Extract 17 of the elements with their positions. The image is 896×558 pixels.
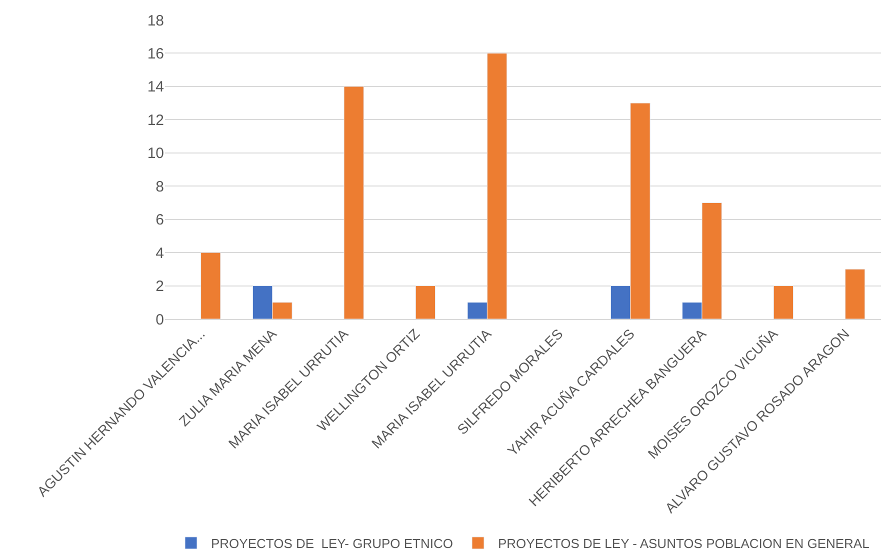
- bar: [344, 86, 364, 319]
- y-tick-label: 6: [156, 212, 164, 229]
- bar: [773, 286, 794, 319]
- y-tick-label: 0: [156, 311, 164, 328]
- legend-label: PROYECTOS DE LEY - ASUNTOS POBLACION EN GENERAL: [498, 536, 870, 552]
- bar: [200, 252, 221, 319]
- y-tick-label: 12: [147, 112, 164, 129]
- y-tick-label: 4: [156, 244, 164, 262]
- y-tick-label: 8: [156, 178, 164, 196]
- bar: [844, 268, 866, 319]
- bar: [415, 286, 436, 319]
- y-tick-label: 2: [156, 278, 164, 296]
- legend-label: PROYECTOS DE LEY- GRUPO ETNICO: [211, 536, 453, 552]
- y-tick-label: 16: [147, 45, 164, 62]
- y-tick-label: 10: [147, 145, 164, 162]
- y-tick-label: 14: [147, 78, 164, 96]
- y-tick-label: 18: [147, 12, 164, 30]
